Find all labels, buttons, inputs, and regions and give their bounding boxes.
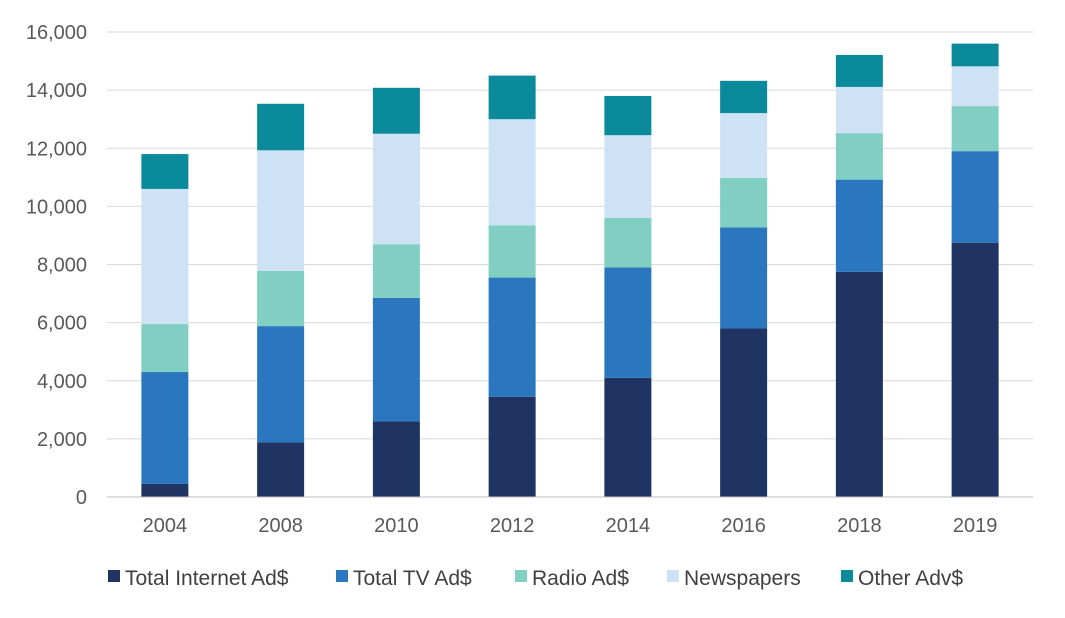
legend-swatch [667,570,679,582]
bar-segment [951,106,999,152]
bar-segment [141,324,189,373]
bar-segment [720,113,768,178]
legend-swatch [108,570,120,582]
bar-segment [141,483,189,497]
bar-segment [951,66,999,107]
y-tick-label: 6,000 [37,313,87,335]
bar-segment [257,270,305,327]
bar-segment [835,133,883,180]
bar-segment [835,86,883,134]
x-tick-label: 2019 [953,515,998,537]
gridlines [107,31,1033,498]
x-tick-label: 2004 [143,515,188,537]
x-tick-label: 2018 [837,515,882,537]
legend-label: Radio Ad$ [532,567,629,590]
y-tick-label: 12,000 [26,138,87,160]
bar-segment [141,188,189,325]
y-tick-label: 14,000 [26,80,87,102]
bar-segment [372,297,420,422]
bar-segment [372,421,420,497]
x-tick-label: 2014 [606,515,651,537]
bar-segment [951,43,999,67]
y-tick-label: 4,000 [37,371,87,393]
bar-segment [257,150,305,271]
bar-segment [488,119,536,226]
bar-segment [720,177,768,228]
bar-segment [257,103,305,151]
bar-segment [488,75,536,120]
bar-segment [488,396,536,497]
bar-segment [835,54,883,87]
y-tick-label: 2,000 [37,429,87,451]
legend-label: Total Internet Ad$ [125,567,289,590]
x-tick-label: 2012 [490,515,535,537]
bar-segment [951,151,999,243]
bar-segment [604,95,652,136]
bar-segment [372,133,420,245]
y-tick-label: 10,000 [26,196,87,218]
bars [141,43,999,497]
bar-segment [720,80,768,114]
bar-segment [604,218,652,268]
y-tick-label: 8,000 [37,255,87,277]
bar-segment [604,377,652,497]
legend-swatch [841,570,853,582]
y-tick-label: 16,000 [26,22,87,44]
legend-label: Total TV Ad$ [353,567,472,590]
bar-segment [372,244,420,298]
bar-segment [951,242,999,497]
x-tick-label: 2016 [721,515,766,537]
legend-swatch [515,570,527,582]
bar-segment [720,227,768,329]
legend-label: Other Adv$ [858,567,963,590]
axes: 0 2,000 4,000 6,000 8,000 10,000 12,000 14,000 1… [26,22,1033,537]
bar-segment [604,135,652,218]
bar-segment [141,154,189,189]
x-tick-label: 2010 [374,515,419,537]
legend: Total Internet Ad$ Total TV Ad$ Radio Ad$ N… [108,567,963,590]
bar-segment [257,442,305,497]
bar-segment [257,326,305,443]
bar-segment [720,328,768,497]
x-tick-label: 2008 [258,515,303,537]
bar-segment [835,179,883,272]
bar-segment [372,87,420,134]
bar-segment [141,372,189,484]
bar-segment [835,271,883,497]
legend-label: Newspapers [684,567,801,590]
bar-segment [488,277,536,397]
bar-segment [604,267,652,378]
y-tick-label: 0 [76,487,87,509]
bar-segment [488,225,536,278]
legend-swatch [336,570,348,582]
